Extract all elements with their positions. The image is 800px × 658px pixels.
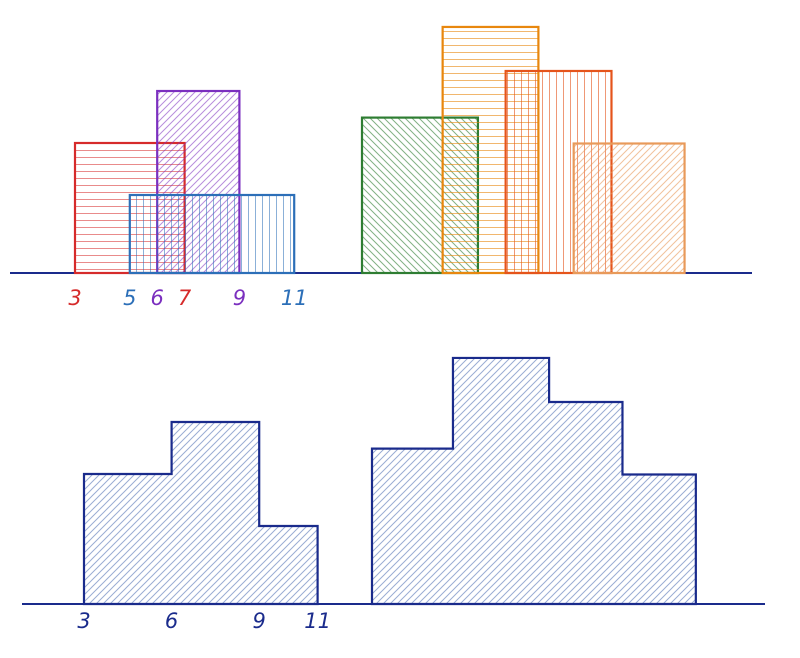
input-buildings-left (73, 89, 296, 275)
bottom-panel: 3 6 9 11 (22, 356, 765, 633)
axis-label: 3 (77, 609, 90, 633)
axis-label: 6 (165, 609, 178, 633)
input-buildings-right (360, 25, 686, 275)
axis-label: 11 (281, 286, 308, 310)
axis-label: 6 (151, 286, 164, 310)
building-peach (572, 142, 686, 275)
axis-label: 9 (233, 286, 246, 310)
merged-skyline-right (370, 356, 697, 606)
axis-label: 11 (304, 609, 331, 633)
building-blue (128, 193, 296, 275)
skyline-outline (82, 420, 319, 606)
merged-skyline-left (82, 420, 319, 606)
axis-label: 7 (178, 286, 192, 310)
axis-label: 5 (123, 286, 136, 310)
skyline-outline (370, 356, 697, 606)
top-panel: 3 5 6 7 9 11 (10, 25, 752, 310)
axis-label: 9 (253, 609, 266, 633)
axis-label: 3 (68, 286, 81, 310)
top-axis-labels: 3 5 6 7 9 11 (68, 286, 307, 310)
bottom-axis-labels: 3 6 9 11 (77, 609, 331, 633)
